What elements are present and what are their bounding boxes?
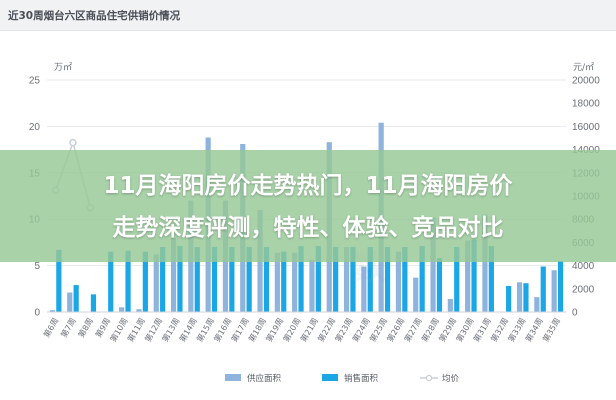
- price-point: [69, 138, 77, 147]
- bar-supply: [153, 254, 159, 312]
- left-axis-tick-label: 0: [34, 308, 40, 319]
- bar-supply: [551, 270, 557, 312]
- x-axis-tick-label: 第35周: [540, 316, 562, 344]
- banner-line-2: 走势深度评测，特性、体验、竞品对比: [112, 215, 504, 241]
- bar-sales: [177, 246, 183, 312]
- bar-sales: [73, 285, 79, 312]
- bar-supply: [292, 252, 298, 312]
- bar-sales: [108, 251, 114, 312]
- bar-supply: [361, 266, 367, 312]
- bar-sales: [246, 247, 252, 312]
- bar-sales: [229, 247, 235, 312]
- bar-supply: [49, 310, 56, 312]
- legend-price-marker: [425, 374, 433, 382]
- x-axis-tick-label: 第9周: [93, 316, 112, 339]
- bar-sales: [350, 247, 356, 312]
- x-axis-tick-label: 第7周: [58, 316, 77, 339]
- bar-sales: [540, 266, 546, 312]
- bar-supply: [413, 277, 419, 312]
- legend-supply-swatch: [225, 374, 241, 381]
- bar-sales: [384, 247, 391, 312]
- bar-supply: [447, 299, 453, 312]
- right-axis-unit: 元/㎡: [573, 62, 594, 73]
- bar-sales: [211, 247, 218, 312]
- right-axis-tick-label: 18000: [572, 99, 600, 110]
- bar-supply: [136, 309, 142, 312]
- bar-sales: [90, 294, 97, 312]
- overlay-banner: 11月海阳房价走势热门，11月海阳房价 走势深度评测，特性、体验、竞品对比: [0, 150, 616, 262]
- bar-supply: [170, 237, 177, 312]
- legend-sales-label: 销售面积: [344, 373, 379, 384]
- left-axis-tick-label: 20: [29, 122, 41, 133]
- bar-sales: [125, 250, 131, 312]
- banner-line-1: 11月海阳房价走势热门，11月海阳房价: [103, 173, 513, 199]
- bar-sales: [142, 251, 148, 312]
- bar-sales: [523, 283, 529, 312]
- bar-supply: [465, 240, 471, 312]
- bar-sales: [160, 247, 166, 312]
- bar-sales: [56, 249, 62, 312]
- bar-sales: [454, 247, 460, 312]
- bar-supply: [343, 247, 350, 312]
- bar-sales: [506, 286, 512, 312]
- legend-supply-label: 供应面积: [247, 373, 282, 384]
- bar-sales: [194, 247, 200, 312]
- bar-supply: [309, 260, 315, 312]
- bar-sales: [436, 258, 443, 312]
- legend-price-label: 均价: [442, 373, 460, 384]
- legend-sales-swatch: [322, 374, 338, 381]
- bar-sales: [419, 246, 425, 312]
- left-axis-tick-label: 5: [34, 261, 40, 272]
- bar-sales: [298, 246, 304, 312]
- bar-sales: [367, 247, 373, 312]
- x-axis-tick-label: 第6周: [41, 316, 60, 339]
- left-axis-tick-label: 25: [29, 76, 41, 87]
- chart-title: 近30周烟台六区商品住宅供销价情况: [8, 10, 181, 22]
- bar-sales: [263, 247, 270, 312]
- bar-supply: [516, 282, 523, 312]
- bar-sales: [315, 246, 321, 312]
- bar-sales: [402, 247, 408, 312]
- bar-supply: [482, 214, 488, 312]
- bar-supply: [67, 292, 73, 312]
- bar-supply: [274, 252, 280, 312]
- bar-sales: [488, 246, 494, 312]
- right-axis-tick-label: 20000: [572, 76, 600, 87]
- x-axis-tick-label: 第8周: [76, 316, 95, 339]
- right-axis-tick-label: 4000: [572, 261, 595, 272]
- bar-supply: [534, 297, 540, 312]
- right-axis-tick-label: 16000: [572, 122, 600, 133]
- bar-supply: [395, 251, 402, 312]
- right-axis-tick-label: 0: [572, 308, 578, 319]
- chart-title-bar: 近30周烟台六区商品住宅供销价情况: [0, 0, 616, 31]
- bar-supply: [430, 217, 436, 312]
- bar-sales: [281, 251, 287, 312]
- bar-sales: [471, 239, 477, 312]
- right-axis-tick-label: 2000: [572, 284, 595, 295]
- left-axis-unit: 万㎡: [54, 62, 72, 73]
- bar-supply: [119, 307, 125, 312]
- bar-sales: [333, 247, 339, 312]
- bar-sales: [557, 260, 564, 312]
